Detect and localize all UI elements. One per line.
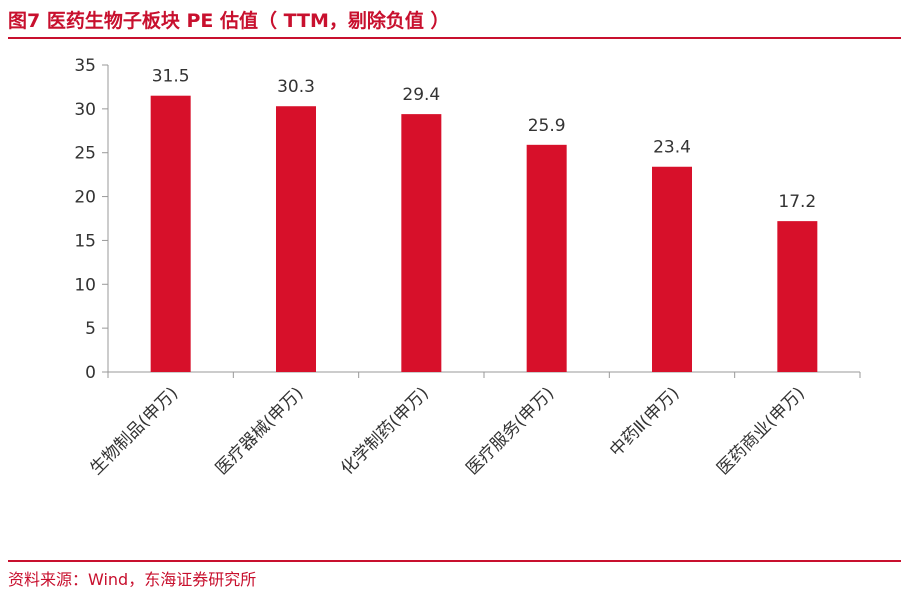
bar-value-label: 30.3 — [277, 77, 315, 97]
footer-divider — [8, 560, 901, 562]
bar — [526, 144, 567, 372]
y-tick-label: 25 — [74, 144, 96, 164]
category-label: 医疗服务(申万) — [463, 383, 559, 479]
bar — [777, 221, 818, 372]
bar-value-label: 25.9 — [528, 116, 566, 136]
category-label: 医药商业(申万) — [713, 383, 809, 479]
y-tick-label: 35 — [74, 56, 96, 76]
category-label: 生物制品(申万) — [87, 383, 183, 479]
category-label: 中药Ⅱ(申万) — [606, 383, 684, 461]
title-divider — [8, 37, 901, 39]
figure-title: 图7 医药生物子板块 PE 估值（ TTM，剔除负值 ） — [8, 10, 450, 32]
y-tick-label: 0 — [85, 363, 96, 383]
bar-value-label: 17.2 — [778, 192, 816, 212]
y-tick-label: 30 — [74, 100, 96, 120]
y-tick-label: 10 — [74, 275, 96, 295]
category-label: 医疗器械(申万) — [212, 383, 308, 479]
bar-value-label: 29.4 — [402, 85, 440, 105]
y-tick-label: 15 — [74, 231, 96, 251]
y-axis: 0 5 10 15 20 25 30 35 — [74, 56, 109, 383]
category-label: 化学制药(申万) — [337, 383, 433, 479]
bar-value-label: 23.4 — [653, 138, 691, 158]
source-note: 资料来源：Wind，东海证券研究所 — [8, 570, 257, 589]
bar — [276, 106, 316, 373]
x-axis — [107, 371, 861, 378]
value-labels: 31.5 30.3 29.4 25.9 23.4 17.2 — [152, 67, 817, 212]
category-labels: 生物制品(申万) 医疗器械(申万) 化学制药(申万) 医疗服务(申万) 中药Ⅱ(申万) 医… — [87, 383, 809, 479]
y-tick-label: 20 — [74, 188, 96, 208]
bar — [150, 95, 191, 372]
bars — [150, 95, 818, 373]
bar — [652, 166, 692, 372]
bar-value-label: 31.5 — [152, 67, 190, 87]
bar — [401, 114, 442, 373]
y-tick-label: 5 — [85, 319, 96, 339]
